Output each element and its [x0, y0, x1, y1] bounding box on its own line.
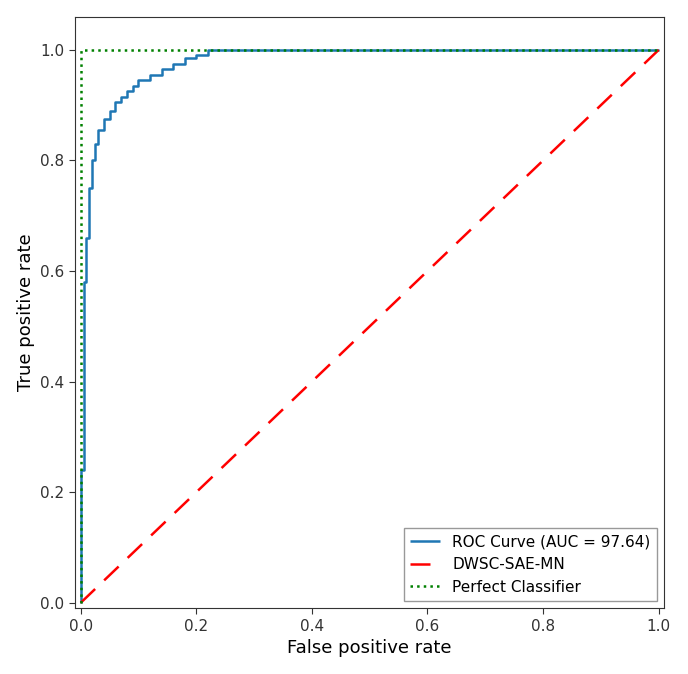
ROC Curve (AUC = 97.64) — [221, 46, 229, 54]
ROC Curve (AUC = 97.64) — [192, 54, 200, 62]
ROC Curve (AUC = 97.64) — [100, 115, 108, 123]
ROC Curve (AUC = 97.64) — [129, 82, 137, 90]
ROC Curve (AUC = 97.64) — [88, 156, 96, 164]
ROC Curve (AUC = 97.64) — [204, 51, 212, 59]
ROC Curve (AUC = 97.64) — [250, 46, 258, 54]
ROC Curve (AUC = 97.64) — [105, 106, 114, 115]
ROC Curve (AUC = 97.64) — [85, 184, 94, 192]
ROC Curve (AUC = 97.64) — [192, 51, 200, 59]
ROC Curve (AUC = 97.64) — [79, 466, 87, 474]
Perfect Classifier — [654, 46, 663, 54]
ROC Curve (AUC = 97.64) — [134, 76, 142, 84]
ROC Curve (AUC = 97.64) — [76, 466, 85, 474]
ROC Curve (AUC = 97.64) — [180, 59, 189, 67]
X-axis label: False positive rate: False positive rate — [288, 640, 452, 657]
ROC Curve (AUC = 97.64) — [91, 156, 99, 164]
ROC Curve (AUC = 97.64) — [111, 98, 120, 106]
ROC Curve (AUC = 97.64) — [654, 46, 663, 54]
ROC Curve (AUC = 97.64) — [122, 93, 131, 101]
ROC Curve (AUC = 97.64) — [94, 140, 102, 148]
ROC Curve (AUC = 97.64) — [100, 126, 108, 134]
ROC Curve (AUC = 97.64) — [85, 234, 94, 242]
ROC Curve (AUC = 97.64) — [204, 46, 212, 54]
ROC Curve (AUC = 97.64) — [105, 115, 114, 123]
Line: ROC Curve (AUC = 97.64): ROC Curve (AUC = 97.64) — [80, 50, 658, 603]
ROC Curve (AUC = 97.64) — [180, 54, 189, 62]
ROC Curve (AUC = 97.64) — [88, 184, 96, 192]
ROC Curve (AUC = 97.64) — [83, 278, 91, 286]
ROC Curve (AUC = 97.64) — [111, 106, 120, 115]
ROC Curve (AUC = 97.64) — [169, 59, 178, 67]
ROC Curve (AUC = 97.64) — [94, 126, 102, 134]
ROC Curve (AUC = 97.64) — [169, 65, 178, 73]
Legend: ROC Curve (AUC = 97.64), DWSC-SAE-MN, Perfect Classifier: ROC Curve (AUC = 97.64), DWSC-SAE-MN, Pe… — [404, 528, 657, 601]
ROC Curve (AUC = 97.64) — [158, 71, 166, 79]
ROC Curve (AUC = 97.64) — [83, 234, 91, 242]
ROC Curve (AUC = 97.64) — [122, 87, 131, 95]
ROC Curve (AUC = 97.64) — [129, 87, 137, 95]
ROC Curve (AUC = 97.64) — [221, 46, 229, 54]
ROC Curve (AUC = 97.64) — [117, 98, 125, 106]
ROC Curve (AUC = 97.64) — [134, 82, 142, 90]
Line: Perfect Classifier: Perfect Classifier — [80, 50, 658, 603]
Y-axis label: True positive rate: True positive rate — [17, 234, 34, 392]
ROC Curve (AUC = 97.64) — [76, 599, 85, 607]
ROC Curve (AUC = 97.64) — [146, 71, 154, 79]
Perfect Classifier — [76, 46, 85, 54]
Perfect Classifier — [76, 599, 85, 607]
ROC Curve (AUC = 97.64) — [250, 46, 258, 54]
ROC Curve (AUC = 97.64) — [117, 93, 125, 101]
ROC Curve (AUC = 97.64) — [158, 65, 166, 73]
ROC Curve (AUC = 97.64) — [79, 278, 87, 286]
ROC Curve (AUC = 97.64) — [91, 140, 99, 148]
ROC Curve (AUC = 97.64) — [146, 76, 154, 84]
